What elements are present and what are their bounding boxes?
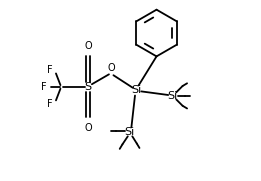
Text: O: O [108,63,115,73]
Text: S: S [85,82,92,92]
Text: Si: Si [124,127,135,137]
Text: F: F [47,65,52,75]
Text: O: O [85,123,92,133]
Text: Si: Si [132,85,142,96]
Text: F: F [41,82,47,92]
Text: Si: Si [168,91,178,101]
Text: O: O [85,41,92,51]
Text: F: F [47,99,52,109]
